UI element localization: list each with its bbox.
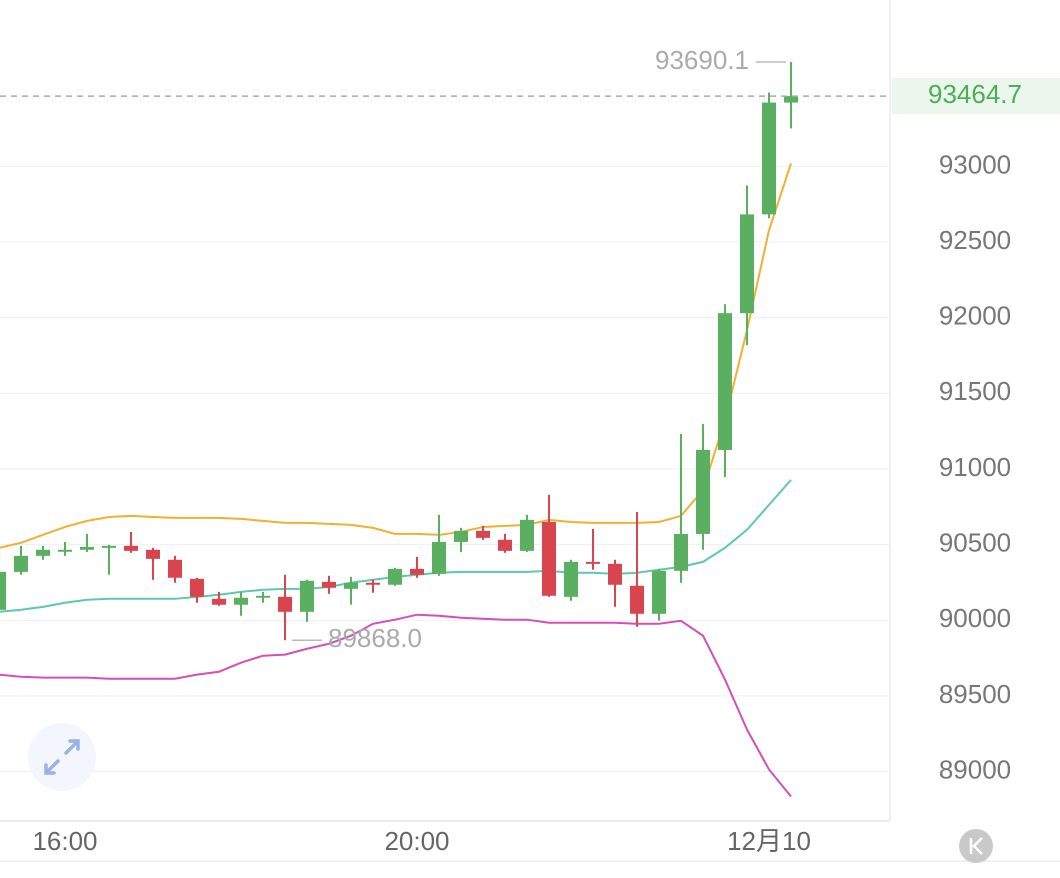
candle-body [718,313,732,450]
candle-body [696,449,710,534]
y-tick-label: 91500 [939,376,1011,406]
candle-body [278,596,292,612]
candle-body [498,539,512,551]
y-tick-label: 89500 [939,679,1011,709]
y-tick-label: 89000 [939,754,1011,784]
y-tick-label: 93000 [939,149,1011,179]
candle-body [124,545,138,551]
candle-body [146,549,160,559]
candle-body [0,571,6,610]
candle-body [476,530,490,538]
expand-icon[interactable] [44,739,80,775]
collapse-bg[interactable] [959,829,993,863]
plot-area [0,62,890,798]
candle-body [608,563,622,585]
y-tick-label: 90000 [939,603,1011,633]
x-tick-label: 12月10 [727,826,811,856]
candle-body [630,585,644,614]
collapse-icon[interactable] [969,837,983,855]
high-label: 93690.1 [655,45,749,75]
y-tick-label: 92500 [939,225,1011,255]
y-tick-label: 92000 [939,301,1011,331]
candle-body [212,598,226,605]
x-tick-label: 20:00 [384,826,449,856]
candle-body [410,568,424,575]
candle-body [322,581,336,588]
y-tick-label: 90500 [939,528,1011,558]
candle-body [14,555,28,572]
candle-body [652,570,666,614]
candle-body [58,549,72,552]
candle-body [256,595,270,598]
candle-body [344,582,358,589]
candle-body [564,561,578,597]
last-price-bg [892,78,1060,115]
low-label: 89868.0 [328,623,422,653]
candle-body [674,533,688,571]
candle-body [454,530,468,542]
candle-body [190,578,204,597]
y-tick-label: 91000 [939,452,1011,482]
expand-button[interactable] [28,723,96,791]
candle-body [102,545,116,548]
candle-body [586,561,600,564]
candle-body [80,546,94,550]
candle-body [300,580,314,612]
expand-bg[interactable] [28,723,96,791]
candle-body [432,541,446,574]
candle-body [36,549,50,556]
band-line [0,613,792,798]
candle-body [542,521,556,596]
candle-body [168,559,182,578]
candle-body [520,519,534,551]
candle-body [234,597,248,605]
candle-body [784,96,798,103]
candle-body [366,582,380,585]
x-tick-label: 16:00 [32,826,97,856]
candle-body [740,214,754,314]
candle-body [388,568,402,585]
collapse-button[interactable] [959,829,993,863]
last-price-label: 93464.7 [928,79,1022,109]
candle-body [762,102,776,215]
band-line [0,163,792,549]
